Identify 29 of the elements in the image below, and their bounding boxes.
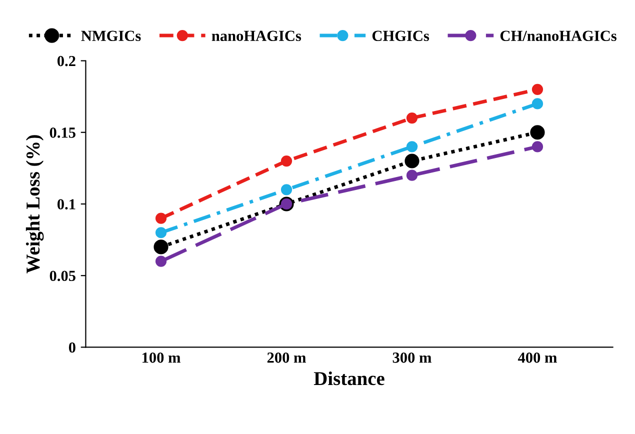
legend-label: NMGICs [81, 30, 141, 42]
legend-label: CH/nanoHAGICs [500, 30, 616, 42]
point [155, 227, 167, 238]
point [155, 212, 167, 224]
x-tick-label: 400 m [518, 352, 557, 363]
point [280, 184, 292, 196]
legend-label: CHGICs [372, 30, 430, 42]
point [404, 154, 420, 168]
y-tick-label: 0.1 [57, 199, 76, 210]
point [406, 112, 418, 124]
x-tick-label: 200 m [267, 352, 306, 363]
y-tick-label: 0.15 [50, 128, 76, 138]
point [530, 125, 545, 140]
y-tick-label: 0 [68, 342, 76, 353]
point [532, 84, 544, 95]
legend-label: nanoHAGICs [212, 30, 302, 42]
point [154, 240, 168, 254]
point [406, 170, 418, 181]
y-axis-title: Weight Loss (%) [26, 135, 44, 274]
x-tick-label: 100 m [142, 352, 180, 363]
point [406, 141, 418, 152]
x-axis-title: Distance [314, 371, 384, 386]
y-tick-label: 0.05 [50, 270, 76, 282]
point [532, 141, 544, 152]
x-tick-label: 300 m [392, 352, 432, 363]
point [155, 256, 167, 267]
point [532, 98, 544, 110]
point [280, 155, 292, 167]
y-tick-label: 0.2 [57, 56, 76, 66]
